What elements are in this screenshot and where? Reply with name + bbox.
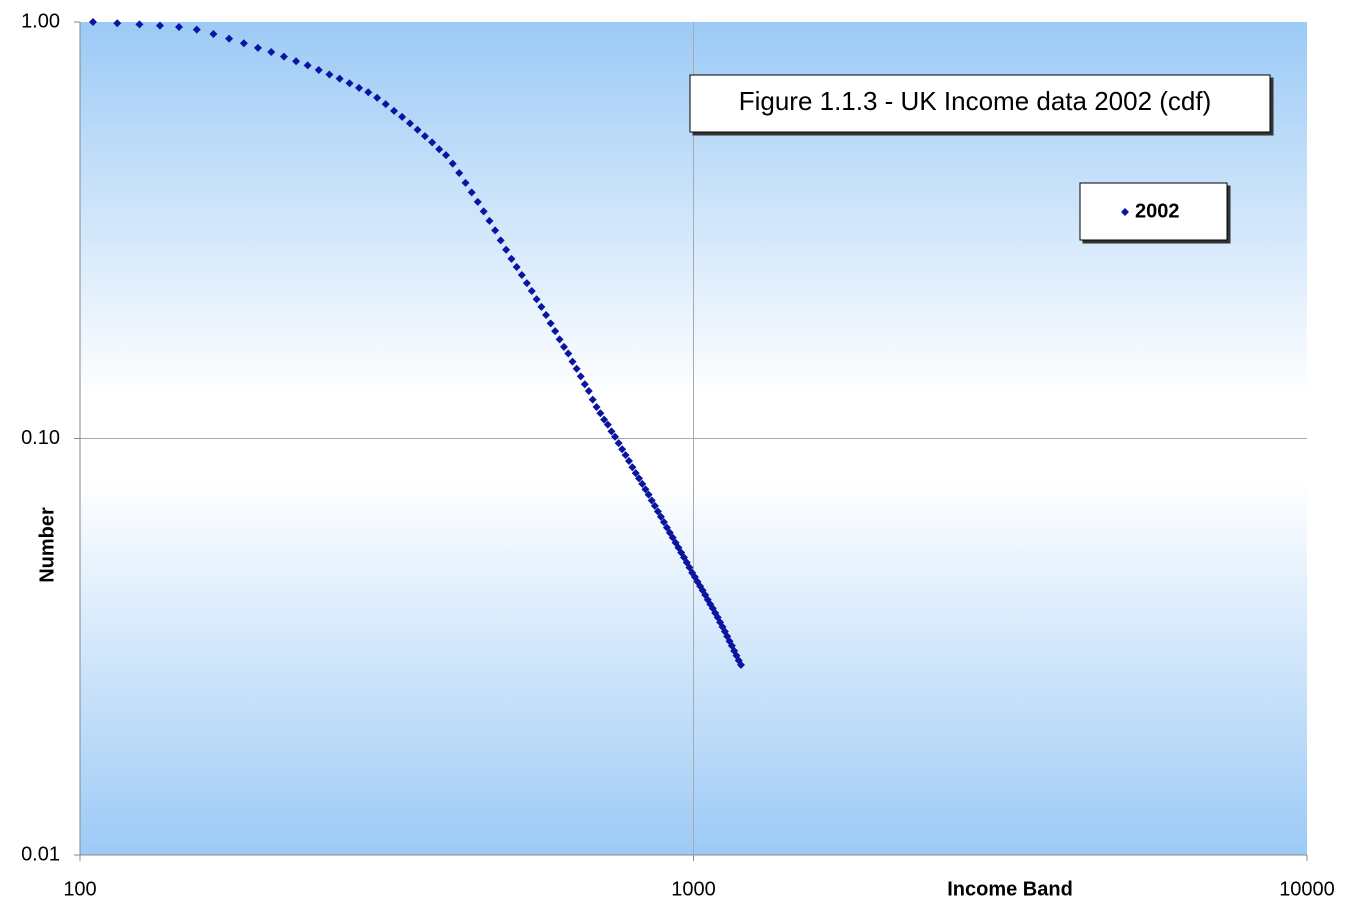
data-point bbox=[537, 302, 546, 311]
data-point bbox=[192, 25, 201, 34]
data-point bbox=[614, 439, 623, 448]
data-point bbox=[428, 138, 437, 147]
data-point bbox=[596, 409, 605, 418]
data-point bbox=[174, 22, 183, 31]
y-axis-title: Number bbox=[36, 507, 58, 583]
x-axis-title: Income Band bbox=[947, 878, 1073, 900]
data-point bbox=[634, 474, 643, 483]
data-point bbox=[555, 335, 564, 344]
data-point bbox=[600, 415, 609, 424]
data-point bbox=[209, 29, 218, 38]
data-point bbox=[736, 660, 745, 669]
data-point bbox=[479, 207, 488, 216]
data-point bbox=[607, 427, 616, 436]
data-point bbox=[512, 263, 521, 272]
data-point bbox=[155, 21, 164, 30]
data-point bbox=[580, 380, 589, 389]
data-point bbox=[373, 93, 382, 102]
x-tick-label: 1000 bbox=[671, 878, 716, 900]
data-point bbox=[572, 364, 581, 373]
data-point bbox=[435, 145, 444, 154]
data-point bbox=[568, 357, 577, 366]
data-point bbox=[314, 65, 323, 74]
data-point bbox=[420, 132, 429, 141]
y-tick-label: 1.00 bbox=[21, 10, 60, 32]
data-point bbox=[364, 88, 373, 97]
data-point bbox=[517, 270, 526, 279]
data-point bbox=[455, 168, 464, 177]
data-point bbox=[564, 349, 573, 358]
data-point bbox=[603, 420, 612, 429]
data-point bbox=[496, 236, 505, 245]
data-point bbox=[621, 451, 630, 460]
data-point bbox=[532, 295, 541, 304]
data-point bbox=[448, 159, 457, 168]
data-point bbox=[239, 39, 248, 48]
data-point bbox=[405, 119, 414, 128]
data-point bbox=[650, 501, 659, 510]
chart-title: Figure 1.1.3 - UK Income data 2002 (cdf) bbox=[739, 86, 1212, 116]
data-point bbox=[588, 395, 597, 404]
data-point bbox=[625, 457, 634, 466]
data-point bbox=[279, 52, 288, 61]
data-point bbox=[638, 479, 647, 488]
data-point bbox=[628, 463, 637, 472]
data-point bbox=[303, 61, 312, 70]
data-point bbox=[113, 19, 122, 28]
data-point bbox=[653, 507, 662, 516]
data-point bbox=[507, 254, 516, 263]
data-point bbox=[611, 432, 620, 441]
data-point bbox=[647, 496, 656, 505]
data-point bbox=[467, 188, 476, 197]
data-point bbox=[656, 512, 665, 521]
data-point bbox=[576, 372, 585, 381]
data-point bbox=[644, 490, 653, 499]
data-point bbox=[345, 79, 354, 88]
data-point bbox=[592, 403, 601, 412]
title-box bbox=[689, 74, 1271, 133]
data-point bbox=[413, 125, 422, 134]
data-point bbox=[325, 70, 334, 79]
data-point bbox=[253, 43, 262, 52]
data-point bbox=[641, 485, 650, 494]
data-point bbox=[662, 523, 671, 532]
legend-marker bbox=[1121, 208, 1129, 216]
data-point bbox=[398, 112, 407, 121]
data-point bbox=[631, 469, 640, 478]
data-point bbox=[442, 151, 451, 160]
data-point bbox=[267, 48, 276, 57]
x-tick-label: 100 bbox=[63, 878, 96, 900]
data-point bbox=[135, 20, 144, 29]
data-point bbox=[551, 327, 560, 336]
data-point bbox=[584, 387, 593, 396]
data-point bbox=[88, 18, 97, 26]
data-point bbox=[559, 342, 568, 351]
data-point bbox=[502, 245, 511, 254]
y-tick-label: 0.10 bbox=[21, 427, 60, 449]
legend-label: 2002 bbox=[1135, 200, 1180, 222]
data-point bbox=[659, 518, 668, 527]
data-point bbox=[491, 226, 500, 235]
data-point bbox=[473, 197, 482, 206]
data-point bbox=[381, 100, 390, 109]
data-point bbox=[390, 106, 399, 115]
data-point bbox=[542, 310, 551, 319]
data-point bbox=[225, 34, 234, 43]
data-point bbox=[618, 445, 627, 454]
data-point bbox=[335, 74, 344, 83]
data-point bbox=[292, 57, 301, 66]
data-point bbox=[527, 287, 536, 296]
x-tick-label: 10000 bbox=[1279, 878, 1335, 900]
data-point bbox=[355, 83, 364, 92]
data-point bbox=[485, 216, 494, 225]
data-point bbox=[546, 319, 555, 328]
y-tick-label: 0.01 bbox=[21, 843, 60, 865]
legend-box bbox=[1079, 182, 1228, 241]
data-point bbox=[522, 279, 531, 288]
data-point bbox=[461, 178, 470, 187]
